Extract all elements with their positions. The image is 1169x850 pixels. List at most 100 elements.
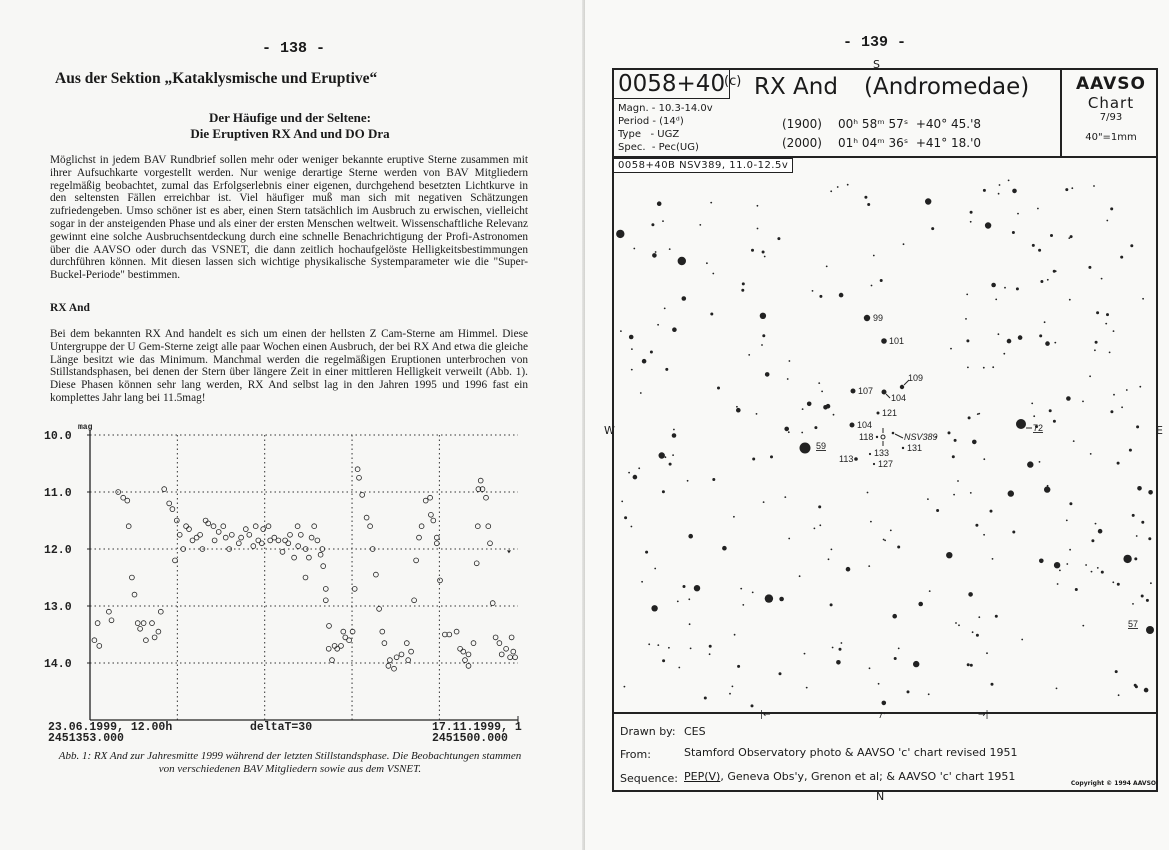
star xyxy=(966,339,970,343)
star xyxy=(1137,486,1142,491)
star xyxy=(918,601,923,607)
data-point xyxy=(180,546,187,552)
star xyxy=(818,382,821,384)
star xyxy=(1043,321,1046,324)
chart-scale: 40"=1mm xyxy=(1085,132,1137,143)
variable-type: Type - UGZ xyxy=(618,129,680,140)
star xyxy=(777,237,781,241)
star xyxy=(717,386,720,390)
star xyxy=(740,587,743,590)
comparison-star-133: 133 xyxy=(868,448,889,458)
coords-1900: 00ʰ 58ᵐ 57ˢ +40° 45.'8 xyxy=(838,117,982,131)
data-point xyxy=(120,494,126,501)
star xyxy=(897,647,900,650)
star xyxy=(686,479,689,482)
star xyxy=(906,690,910,694)
star xyxy=(969,210,973,214)
data-point xyxy=(508,634,515,641)
data-point xyxy=(166,500,172,507)
star xyxy=(779,596,784,602)
mag-label: 127 xyxy=(878,459,893,469)
y-tick-label: 13.0 xyxy=(44,601,72,614)
star xyxy=(997,192,1000,195)
star xyxy=(976,413,979,415)
data-point xyxy=(465,651,472,658)
y-tick-label: 12.0 xyxy=(44,544,72,557)
data-point xyxy=(287,532,293,538)
star xyxy=(778,672,782,676)
star xyxy=(870,520,872,523)
star xyxy=(1046,278,1049,281)
star xyxy=(657,323,659,326)
star xyxy=(1050,234,1053,237)
epoch-2000: (2000) xyxy=(782,136,822,150)
data-point xyxy=(115,489,121,495)
star xyxy=(1015,287,1019,291)
star xyxy=(953,438,957,442)
star xyxy=(1096,567,1099,569)
data-point xyxy=(252,523,259,529)
star xyxy=(755,413,758,415)
data-point xyxy=(338,643,344,649)
mag-label: 72 xyxy=(1033,423,1043,433)
right-page: - 139 - xyxy=(585,0,1169,850)
data-point xyxy=(485,523,492,529)
data-point xyxy=(487,540,493,547)
data-point xyxy=(489,600,496,606)
star xyxy=(731,685,734,688)
star xyxy=(1038,248,1042,252)
star xyxy=(628,334,634,340)
star xyxy=(1056,583,1059,585)
data-point xyxy=(220,523,227,529)
star xyxy=(677,256,686,266)
data-point xyxy=(169,506,176,512)
star xyxy=(994,614,998,618)
star xyxy=(1093,185,1095,187)
data-point xyxy=(381,640,388,646)
star xyxy=(836,660,841,665)
star xyxy=(927,693,930,696)
star xyxy=(712,478,716,481)
star xyxy=(1091,539,1095,543)
figure-caption: Abb. 1: RX And zur Jahresmitte 1999 währ… xyxy=(58,750,522,775)
star xyxy=(736,407,741,413)
star xyxy=(1031,402,1034,405)
star xyxy=(764,594,774,603)
data-point xyxy=(393,654,400,661)
star xyxy=(676,600,679,603)
data-point xyxy=(326,623,332,629)
data-point xyxy=(302,574,309,581)
data-point xyxy=(282,537,288,544)
from-label: From: xyxy=(620,748,651,761)
sequence-label: Sequence: xyxy=(620,772,678,785)
star xyxy=(756,227,759,230)
star xyxy=(884,539,886,542)
star xyxy=(1130,244,1134,248)
mag-label: 101 xyxy=(889,336,904,346)
star xyxy=(628,471,630,474)
star xyxy=(645,550,649,554)
star xyxy=(1140,594,1144,598)
data-point xyxy=(403,640,410,646)
data-point xyxy=(259,540,265,547)
mag-label: 113 xyxy=(839,454,853,464)
data-point xyxy=(422,497,429,504)
page-number: - 139 - xyxy=(843,34,907,51)
data-point xyxy=(331,643,338,649)
data-point xyxy=(379,628,386,635)
star xyxy=(708,644,712,648)
star xyxy=(819,524,822,527)
star xyxy=(788,360,791,362)
star xyxy=(1121,406,1123,409)
star xyxy=(688,623,691,626)
star xyxy=(928,590,931,592)
data-point xyxy=(385,663,392,669)
data-point xyxy=(140,620,147,626)
star xyxy=(712,272,715,275)
data-point xyxy=(151,634,158,641)
data-point xyxy=(325,646,332,652)
data-point xyxy=(183,523,189,529)
star xyxy=(1128,448,1132,452)
star xyxy=(689,647,692,650)
star xyxy=(836,186,839,188)
